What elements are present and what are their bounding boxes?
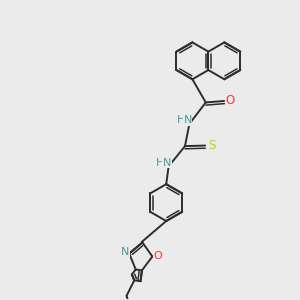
Text: O: O [226,94,235,107]
Text: N: N [183,115,192,125]
Text: H: H [156,158,164,168]
Text: S: S [208,139,215,152]
Text: N: N [121,247,129,257]
Text: N: N [163,158,171,168]
Text: H: H [177,115,185,125]
Text: O: O [153,251,162,261]
